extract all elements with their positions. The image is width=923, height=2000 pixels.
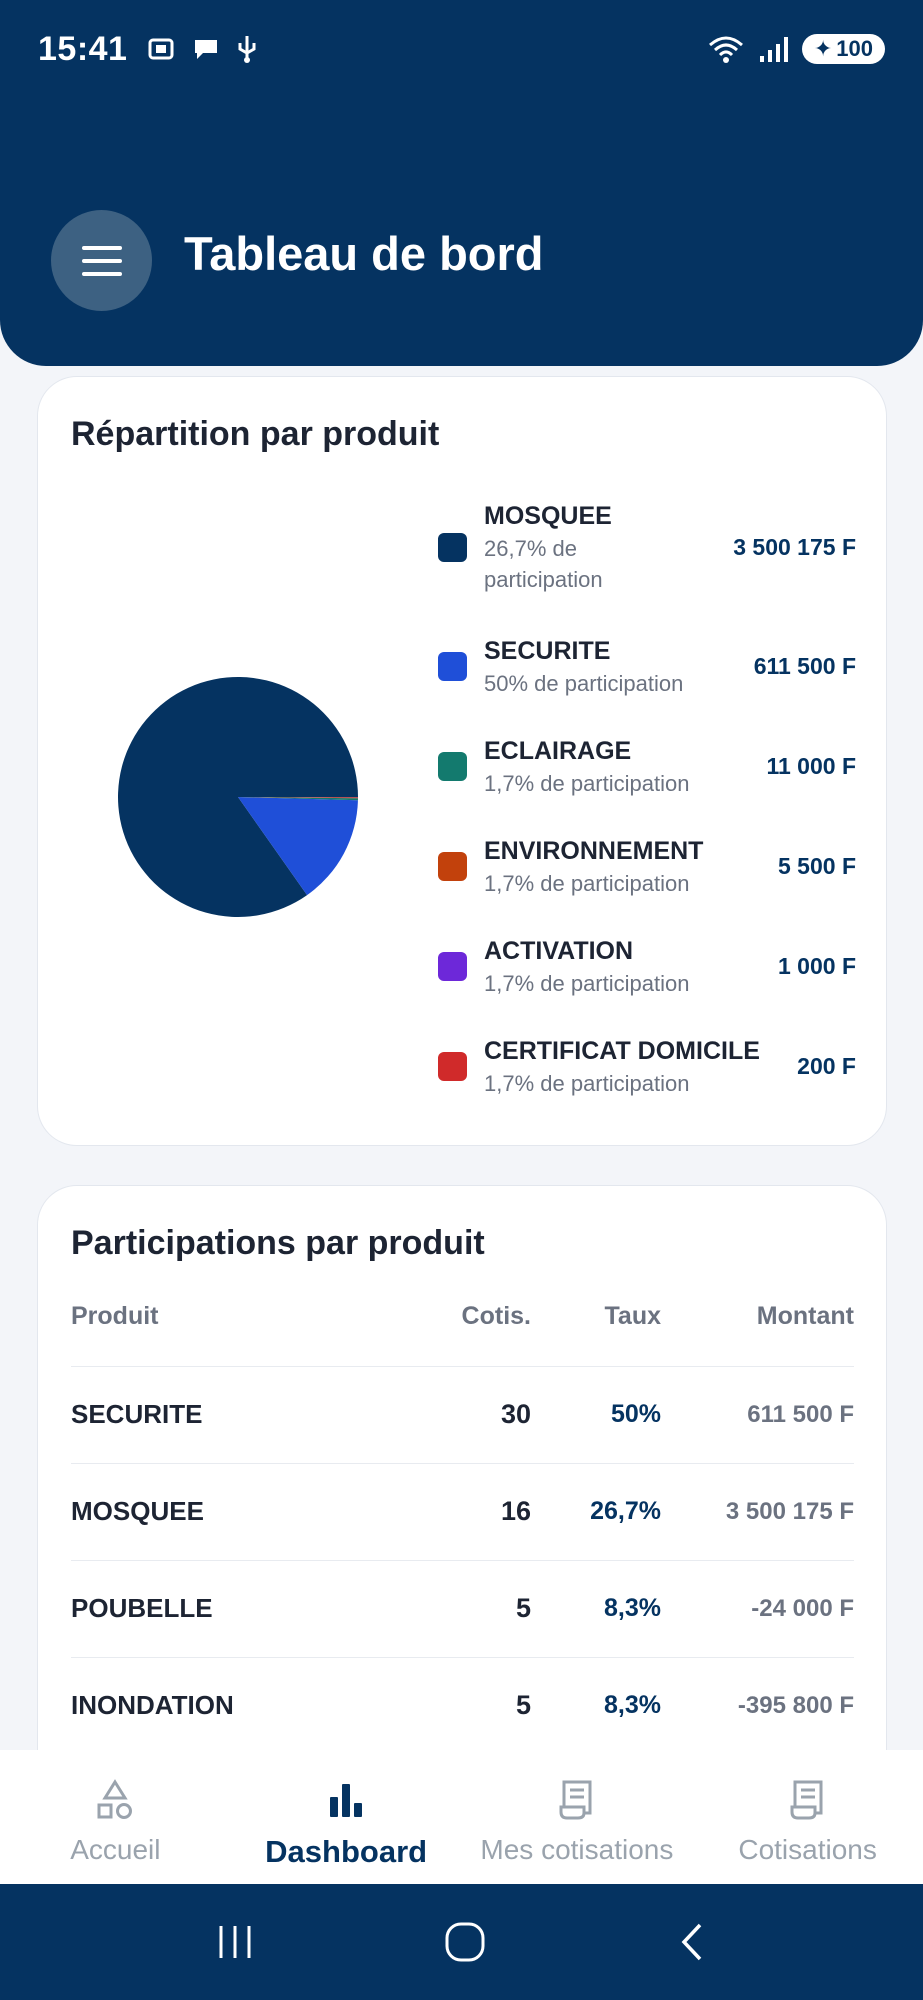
nav-cotisations[interactable]: Cotisations	[692, 1750, 923, 1884]
screenshot-icon	[148, 38, 174, 60]
legend-amount: 611 500 F	[753, 653, 856, 679]
nav-mes-cotisations[interactable]: Mes cotisations	[462, 1750, 693, 1884]
hamburger-icon	[81, 245, 122, 276]
cell-cotis: 16	[500, 1496, 531, 1526]
home-icon[interactable]	[444, 1921, 486, 1963]
cell-produit: SECURITE	[71, 1399, 203, 1429]
legend-participation: 1,7% de participation	[484, 971, 690, 996]
legend-participation: 1,7% de participation	[484, 1071, 690, 1096]
legend-participation: 50% de participation	[484, 671, 684, 696]
legend-name: ECLAIRAGE	[484, 737, 632, 765]
nav-dashboard[interactable]: Dashboard	[231, 1750, 462, 1884]
cell-produit: POUBELLE	[71, 1593, 213, 1623]
repartition-title: Répartition par produit	[71, 415, 440, 453]
usb-icon	[238, 36, 256, 63]
bar-chart-icon	[330, 1784, 363, 1817]
legend-color-swatch	[438, 752, 467, 781]
cell-montant: 611 500 F	[747, 1400, 854, 1428]
pie-slice-environnement	[238, 797, 358, 799]
signal-icon	[759, 37, 788, 62]
table-row: INONDATION 5 8,3% -395 800 F	[71, 1657, 854, 1753]
battery-leaf-icon: ✦	[813, 36, 833, 61]
cell-taux: 8,3%	[604, 1691, 661, 1719]
system-nav-bar	[0, 1884, 923, 2000]
legend-amount: 1 000 F	[778, 953, 856, 979]
cell-produit: INONDATION	[71, 1690, 234, 1720]
receipt-icon	[790, 1780, 823, 1820]
back-icon[interactable]	[676, 1921, 708, 1963]
receipt-icon	[559, 1780, 592, 1820]
cell-montant: 3 500 175 F	[725, 1497, 854, 1525]
legend-name: ACTIVATION	[484, 937, 634, 965]
cell-cotis: 5	[515, 1593, 531, 1623]
status-bar: 15:41 ✦ 100	[38, 26, 885, 72]
legend-item: ENVIRONNEMENT 1,7% de participation 5 500 …	[438, 834, 856, 899]
recents-icon[interactable]	[215, 1922, 255, 1962]
table-header: Produit Cotis. Taux Montant	[71, 1296, 854, 1336]
col-produit: Produit	[71, 1301, 159, 1330]
col-montant: Montant	[756, 1301, 854, 1330]
legend-name: CERTIFICAT DOMICILE	[484, 1037, 760, 1065]
legend-participation: 1,7% de participation	[484, 771, 690, 796]
legend-amount: 11 000 F	[766, 753, 856, 779]
nav-accueil[interactable]: Accueil	[0, 1750, 231, 1884]
cell-montant: -24 000 F	[751, 1594, 854, 1622]
table-row: SECURITE 30 50% 611 500 F	[71, 1366, 854, 1462]
nav-label: Dashboard	[265, 1834, 428, 1869]
nav-label: Accueil	[70, 1834, 161, 1865]
table-row: MOSQUEE 16 26,7% 3 500 175 F	[71, 1463, 854, 1559]
legend-amount: 3 500 175 F	[733, 533, 856, 560]
participations-title: Participations par produit	[71, 1224, 485, 1262]
bottom-nav: Accueil Dashboard Mes cotisations Cotisa…	[0, 1750, 923, 1884]
cell-taux: 8,3%	[604, 1594, 661, 1622]
cell-cotis: 5	[515, 1690, 531, 1720]
cell-taux: 50%	[610, 1400, 661, 1428]
nav-label: Mes cotisations	[480, 1834, 674, 1865]
legend-amount: 5 500 F	[778, 853, 856, 879]
legend-color-swatch	[438, 652, 467, 681]
cell-cotis: 30	[500, 1399, 531, 1429]
legend-item: ECLAIRAGE 1,7% de participation 11 000 F	[438, 734, 856, 799]
legend-color-swatch	[438, 532, 467, 562]
cell-montant: -395 800 F	[737, 1691, 854, 1719]
chat-icon	[195, 40, 218, 59]
nav-label: Cotisations	[738, 1834, 877, 1865]
legend-participation: 26,7% de participation	[484, 536, 603, 592]
battery-level: 100	[836, 36, 873, 61]
battery-indicator: ✦ 100	[801, 34, 885, 64]
legend-name: ENVIRONNEMENT	[484, 837, 704, 865]
legend-item: CERTIFICAT DOMICILE 1,7% de participation…	[438, 1034, 856, 1099]
legend-item: MOSQUEE 26,7% de participation 3 500 175 F	[438, 499, 856, 595]
page-title: Tableau de bord	[184, 227, 544, 280]
pie-slice-eclairage	[238, 797, 358, 801]
legend-name: SECURITE	[484, 637, 611, 665]
pie-slice-securite	[238, 797, 358, 896]
repartition-card: Répartition par produit MOSQUEE 26,7% de …	[37, 376, 887, 1146]
legend-color-swatch	[438, 852, 467, 881]
table-row: POUBELLE 5 8,3% -24 000 F	[71, 1560, 854, 1656]
menu-button[interactable]	[51, 210, 152, 311]
legend-item: SECURITE 50% de participation 611 500 F	[438, 634, 856, 699]
wifi-icon	[708, 36, 743, 63]
legend-participation: 1,7% de participation	[484, 871, 690, 896]
cell-produit: MOSQUEE	[71, 1496, 204, 1526]
col-cotis: Cotis.	[461, 1301, 531, 1330]
shapes-icon	[97, 1779, 133, 1819]
app-header: 15:41 ✦ 100 Tableau de bord	[0, 0, 923, 366]
legend-color-swatch	[438, 952, 467, 981]
participations-card: Participations par produit Produit Cotis…	[37, 1185, 887, 1805]
col-taux: Taux	[604, 1301, 662, 1330]
cell-taux: 26,7%	[590, 1497, 661, 1525]
legend-item: ACTIVATION 1,7% de participation 1 000 F	[438, 934, 856, 999]
pie-chart	[118, 677, 358, 917]
legend-color-swatch	[438, 1052, 467, 1081]
status-time: 15:41	[38, 29, 128, 68]
legend-name: MOSQUEE	[484, 502, 612, 530]
legend-amount: 200 F	[797, 1053, 856, 1079]
